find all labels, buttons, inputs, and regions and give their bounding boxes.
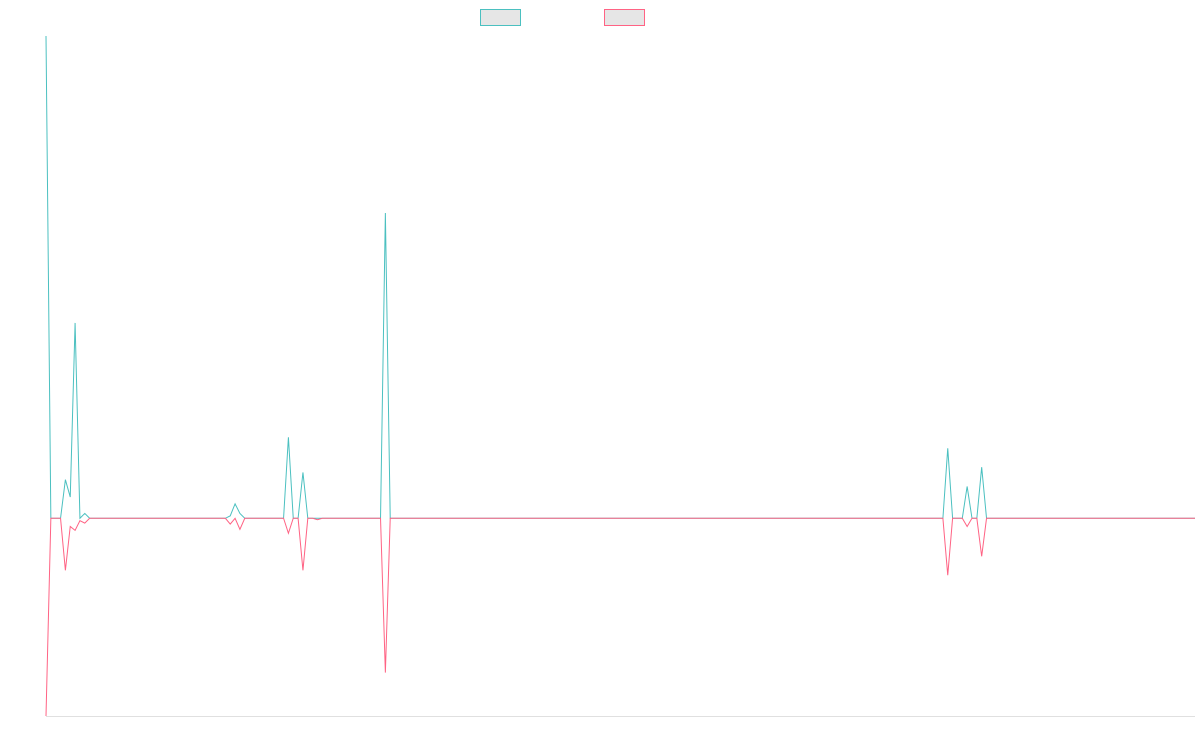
line-series [45,35,1195,520]
line-series [45,517,1195,717]
legend-swatch [480,9,521,26]
legend-swatch [604,9,645,26]
